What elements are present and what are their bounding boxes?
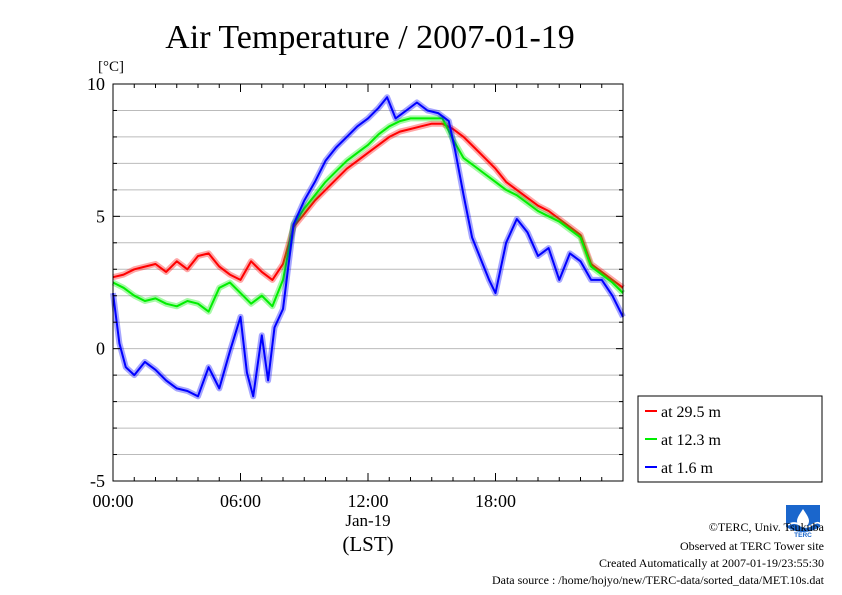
series-line-0 — [112, 122, 624, 289]
date-label: Jan-19 — [345, 511, 390, 530]
data-source-text: Data source : /home/hojyo/new/TERC-data/… — [491, 573, 824, 587]
observed-site-text: Observed at TERC Tower site — [679, 539, 824, 553]
logo-text: TERC — [794, 532, 812, 539]
x-axis-label: (LST) — [342, 532, 393, 556]
y-tick-label: 5 — [96, 206, 105, 226]
series-lines — [110, 94, 626, 400]
x-tick-label: 06:00 — [220, 491, 261, 511]
legend: at 29.5 m at 12.3 m at 1.6 m — [637, 395, 823, 483]
terc-logo-icon: TERC — [786, 505, 821, 539]
legend-box — [637, 395, 823, 483]
series-line-1 — [112, 117, 624, 313]
chart-title: Air Temperature / 2007-01-19 — [165, 19, 575, 56]
legend-label: at 1.6 m — [661, 460, 714, 477]
y-axis-unit-label: [°C] — [98, 59, 124, 75]
x-tick-label: 00:00 — [92, 491, 133, 511]
y-tick-label: 10 — [87, 74, 105, 94]
x-tick-label: 18:00 — [475, 491, 516, 511]
gridlines — [113, 109, 623, 456]
y-tick-labels: 10 5 0 -5 — [87, 74, 105, 491]
legend-label: at 29.5 m — [661, 404, 722, 421]
x-tick-label: 12:00 — [347, 491, 388, 511]
axis-ticks — [112, 83, 624, 482]
created-timestamp-text: Created Automatically at 2007-01-19/23:5… — [599, 556, 824, 570]
y-tick-label: 0 — [96, 339, 105, 359]
legend-label: at 12.3 m — [661, 432, 722, 449]
copyright-text: ©TERC, Univ. Tsukuba — [708, 520, 824, 534]
y-tick-label: -5 — [90, 471, 105, 491]
x-tick-labels: 00:00 06:00 12:00 18:00 — [92, 491, 516, 511]
series-line-2 — [112, 96, 624, 398]
